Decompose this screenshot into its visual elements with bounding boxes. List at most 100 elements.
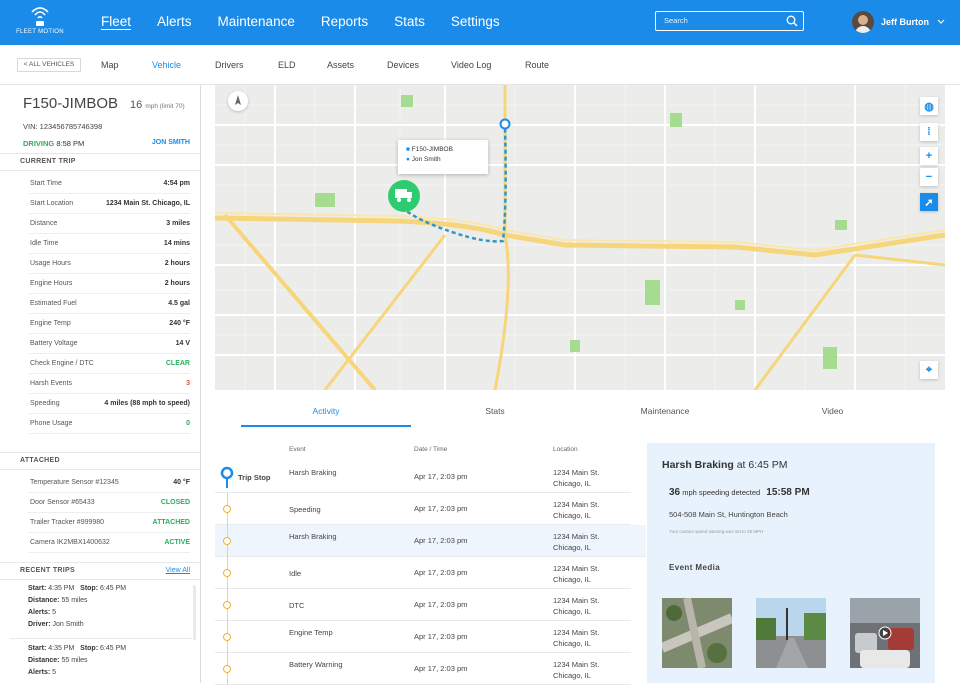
location-line: 1234 Main St.: [553, 628, 600, 637]
location-line: Chicago, IL: [553, 511, 591, 520]
event-location: 1234 Main St. Chicago, IL: [553, 499, 599, 521]
media-thumbnail[interactable]: [662, 598, 732, 668]
timeline-dot: [223, 537, 231, 545]
event-row[interactable]: DTC Apr 17, 2:03 pm 1234 Main St. Chicago, …: [215, 589, 631, 621]
label: Stop:: [80, 645, 99, 652]
event-address: 504-508 Main St, Huntington Beach: [669, 510, 788, 519]
search-input[interactable]: Search: [655, 11, 804, 31]
timeline-dot: [223, 633, 231, 641]
event-row[interactable]: Idle Apr 17, 2:03 pm 1234 Main St. Chicago,…: [215, 557, 631, 589]
tab-maintenance[interactable]: Maintenance: [640, 406, 690, 416]
device-label: Trailer Tracker #999980: [30, 519, 105, 526]
event-name: Idle: [289, 569, 302, 578]
traffic-icon[interactable]: ⁞: [920, 123, 938, 141]
chevron-down-icon[interactable]: [937, 19, 945, 25]
tab-assets[interactable]: Assets: [327, 60, 355, 70]
nav-fleet[interactable]: Fleet: [101, 14, 132, 29]
event-row[interactable]: Harsh Braking Apr 17, 2:03 pm 1234 Main St…: [215, 525, 646, 557]
tab-map[interactable]: Map: [101, 60, 119, 70]
event-location: 1234 Main St. Chicago, IL: [553, 467, 599, 489]
status-time: 8:58 PM: [56, 139, 85, 148]
media-thumbnail[interactable]: [756, 598, 826, 668]
location-line: Chicago, IL: [553, 479, 591, 488]
avatar[interactable]: [852, 11, 874, 33]
nav-settings[interactable]: Settings: [450, 14, 500, 29]
column-header-date[interactable]: Date / Time: [414, 446, 448, 453]
tab-route[interactable]: Route: [525, 60, 550, 70]
nav-alerts[interactable]: Alerts: [157, 14, 192, 29]
nav-maintenance[interactable]: Maintenance: [217, 14, 295, 29]
zoom-in-button[interactable]: +: [920, 147, 938, 165]
media-thumbnail[interactable]: [850, 598, 920, 668]
map-view[interactable]: ■ F150-JIMBOB ● Jon Smith: [215, 85, 945, 390]
event-location: 1234 Main St. Chicago, IL: [553, 563, 599, 585]
driver-link[interactable]: JON SMITH: [151, 139, 190, 146]
device-status: ATTACHED: [152, 519, 190, 526]
event-location: 1234 Main St. Chicago, IL: [553, 531, 599, 553]
event-row[interactable]: Speeding Apr 17, 2:03 pm 1234 Main St. Chic…: [215, 493, 631, 525]
nav-stats[interactable]: Stats: [394, 14, 425, 29]
event-row[interactable]: Engine Temp Apr 17, 2:03 pm 1234 Main St. C…: [215, 621, 631, 653]
attached-device-row[interactable]: Camera IK2MBX1400632 ACTIVE: [28, 533, 190, 553]
trip-stop-pin-icon: [220, 466, 234, 488]
event-row[interactable]: Trip Stop Harsh Braking Apr 17, 2:03 pm 123…: [215, 461, 631, 493]
location-pin-icon[interactable]: ⌖: [920, 361, 938, 379]
trip-distance: 55 miles: [61, 597, 88, 604]
tab-eld[interactable]: ELD: [278, 60, 296, 70]
event-name: Harsh Braking: [289, 468, 337, 477]
vehicle-speed: 16 mph (limit 70): [130, 99, 185, 111]
event-time: at 6:45 PM: [736, 459, 788, 471]
trip-stat-row: Battery Voltage 14 V: [28, 334, 190, 354]
all-vehicles-button[interactable]: < ALL VEHICLES: [17, 58, 81, 72]
attached-device-row[interactable]: Trailer Tracker #999980 ATTACHED: [28, 513, 190, 533]
tab-drivers[interactable]: Drivers: [215, 60, 244, 70]
column-header-event[interactable]: Event: [289, 446, 306, 453]
attached-device-row[interactable]: Temperature Sensor #12345 40 °F: [28, 473, 190, 493]
user-menu[interactable]: Jeff Burton: [852, 10, 945, 34]
trip-stat-row: Speeding 4 miles (88 mph to speed): [28, 394, 190, 414]
device-label: Camera IK2MBX1400632: [30, 539, 110, 546]
search-icon[interactable]: [786, 15, 798, 27]
location-line: 1234 Main St.: [553, 660, 600, 669]
vehicle-popup[interactable]: ■ F150-JIMBOB ● Jon Smith: [398, 140, 488, 174]
trip-driver: Jon Smith: [52, 621, 84, 628]
vehicle-sidebar: F150-JIMBOB 16 mph (limit 70) VIN: 12345…: [0, 85, 201, 683]
tab-activity[interactable]: Activity: [241, 397, 411, 427]
top-navbar: FLEET MOTION Fleet Alerts Maintenance Re…: [0, 0, 960, 45]
attached-device-row[interactable]: Door Sensor #65433 CLOSED: [28, 493, 190, 513]
event-time: Apr 17, 2:03 pm: [414, 472, 468, 481]
tab-video[interactable]: Video: [821, 406, 844, 416]
label: Distance:: [28, 597, 60, 604]
recent-trip-card[interactable]: Start: 4:35 PM Stop: 6:45 PM Distance: 5…: [28, 583, 193, 631]
zoom-out-button[interactable]: −: [920, 168, 938, 186]
column-header-location[interactable]: Location: [553, 446, 578, 453]
sub-navbar: < ALL VEHICLES Map Vehicle Drivers ELD A…: [0, 45, 960, 85]
trip-stat-row: Idle Time 14 mins: [28, 234, 190, 254]
view-all-link[interactable]: View All: [165, 567, 190, 574]
stat-value: 240 °F: [169, 320, 190, 327]
tab-video-log[interactable]: Video Log: [451, 60, 492, 70]
stat-value: 3: [186, 380, 190, 387]
trip-stop: 6:45 PM: [100, 585, 127, 592]
stat-value: 3 miles: [166, 220, 190, 227]
scrollbar[interactable]: [193, 585, 196, 640]
recent-trip-card[interactable]: Start: 4:35 PM Stop: 6:45 PM Distance: 5…: [28, 643, 193, 679]
truck-icon: ■: [406, 146, 410, 153]
nav-reports[interactable]: Reports: [320, 14, 369, 29]
stat-label: Estimated Fuel: [30, 300, 77, 307]
trip-stat-row: Estimated Fuel 4.5 gal: [28, 294, 190, 314]
compass-icon[interactable]: [228, 91, 248, 111]
event-row[interactable]: Battery Warning Apr 17, 2:03 pm 1234 Main …: [215, 653, 631, 685]
logo[interactable]: FLEET MOTION: [14, 4, 66, 35]
location-line: 1234 Main St.: [553, 500, 600, 509]
directions-icon[interactable]: ➚: [920, 193, 938, 211]
event-time: Apr 17, 2:03 pm: [414, 568, 468, 577]
tab-vehicle[interactable]: Vehicle: [152, 60, 182, 70]
tab-devices[interactable]: Devices: [387, 60, 420, 70]
user-name: Jeff Burton: [881, 17, 929, 27]
globe-icon[interactable]: ◍: [920, 97, 938, 115]
tab-stats[interactable]: Stats: [485, 406, 505, 416]
event-location: 1234 Main St. Chicago, IL: [553, 595, 599, 617]
speed-text: mph speeding detected: [682, 488, 761, 497]
stat-label: Engine Temp: [30, 320, 71, 327]
